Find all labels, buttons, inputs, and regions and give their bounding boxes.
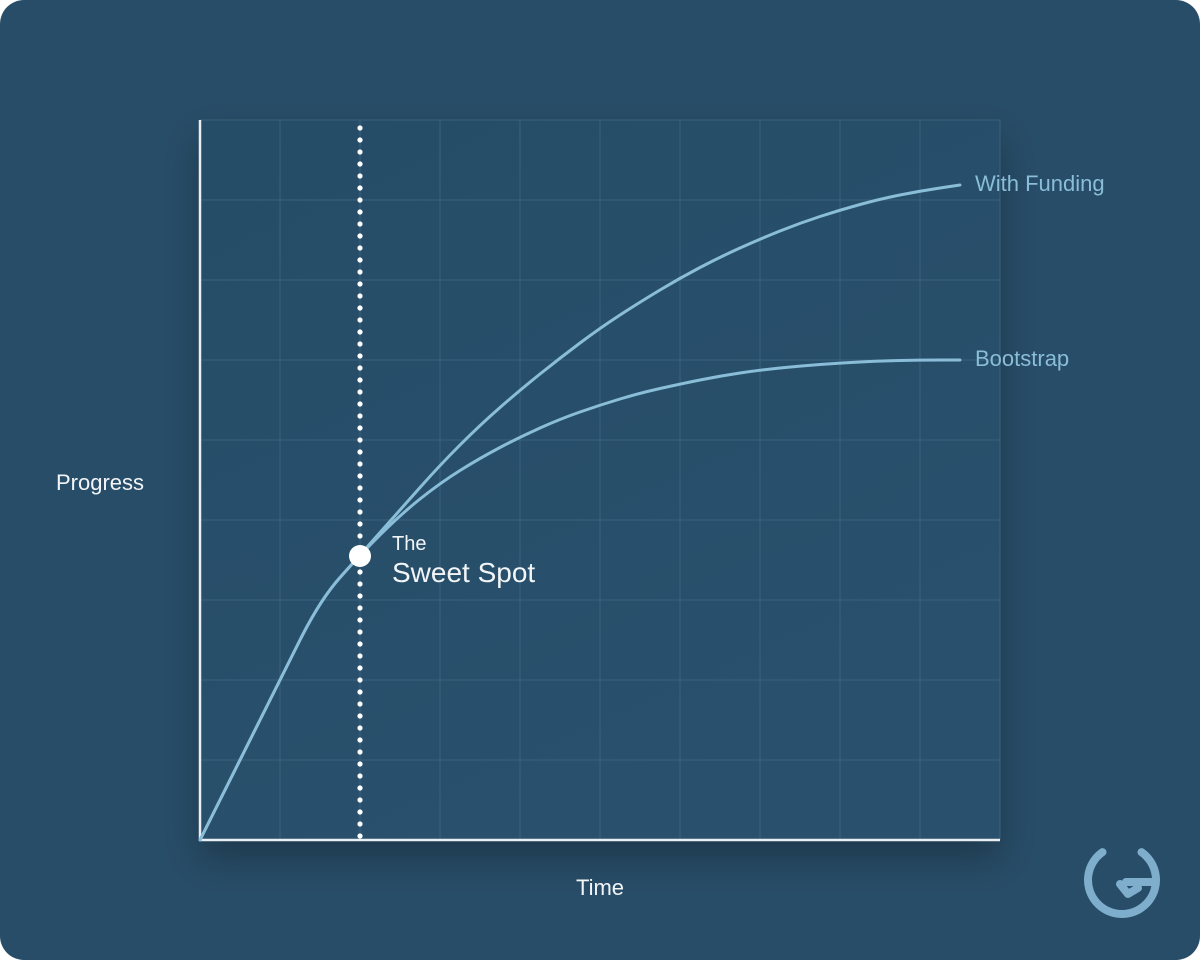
sweet-spot-label-line1: The [392, 533, 426, 555]
sweet-spot-marker-dot [349, 545, 371, 567]
y-axis-label: Progress [56, 470, 144, 495]
sweet-spot-label-line2: Sweet Spot [392, 557, 535, 588]
bootstrap-label: Bootstrap [975, 346, 1069, 371]
with-funding-label: With Funding [975, 171, 1105, 196]
chart-card: Progress Time With Funding Bootstrap The… [0, 0, 1200, 960]
x-axis-label: Time [576, 875, 624, 900]
chart-svg: Progress Time With Funding Bootstrap The… [0, 0, 1200, 960]
